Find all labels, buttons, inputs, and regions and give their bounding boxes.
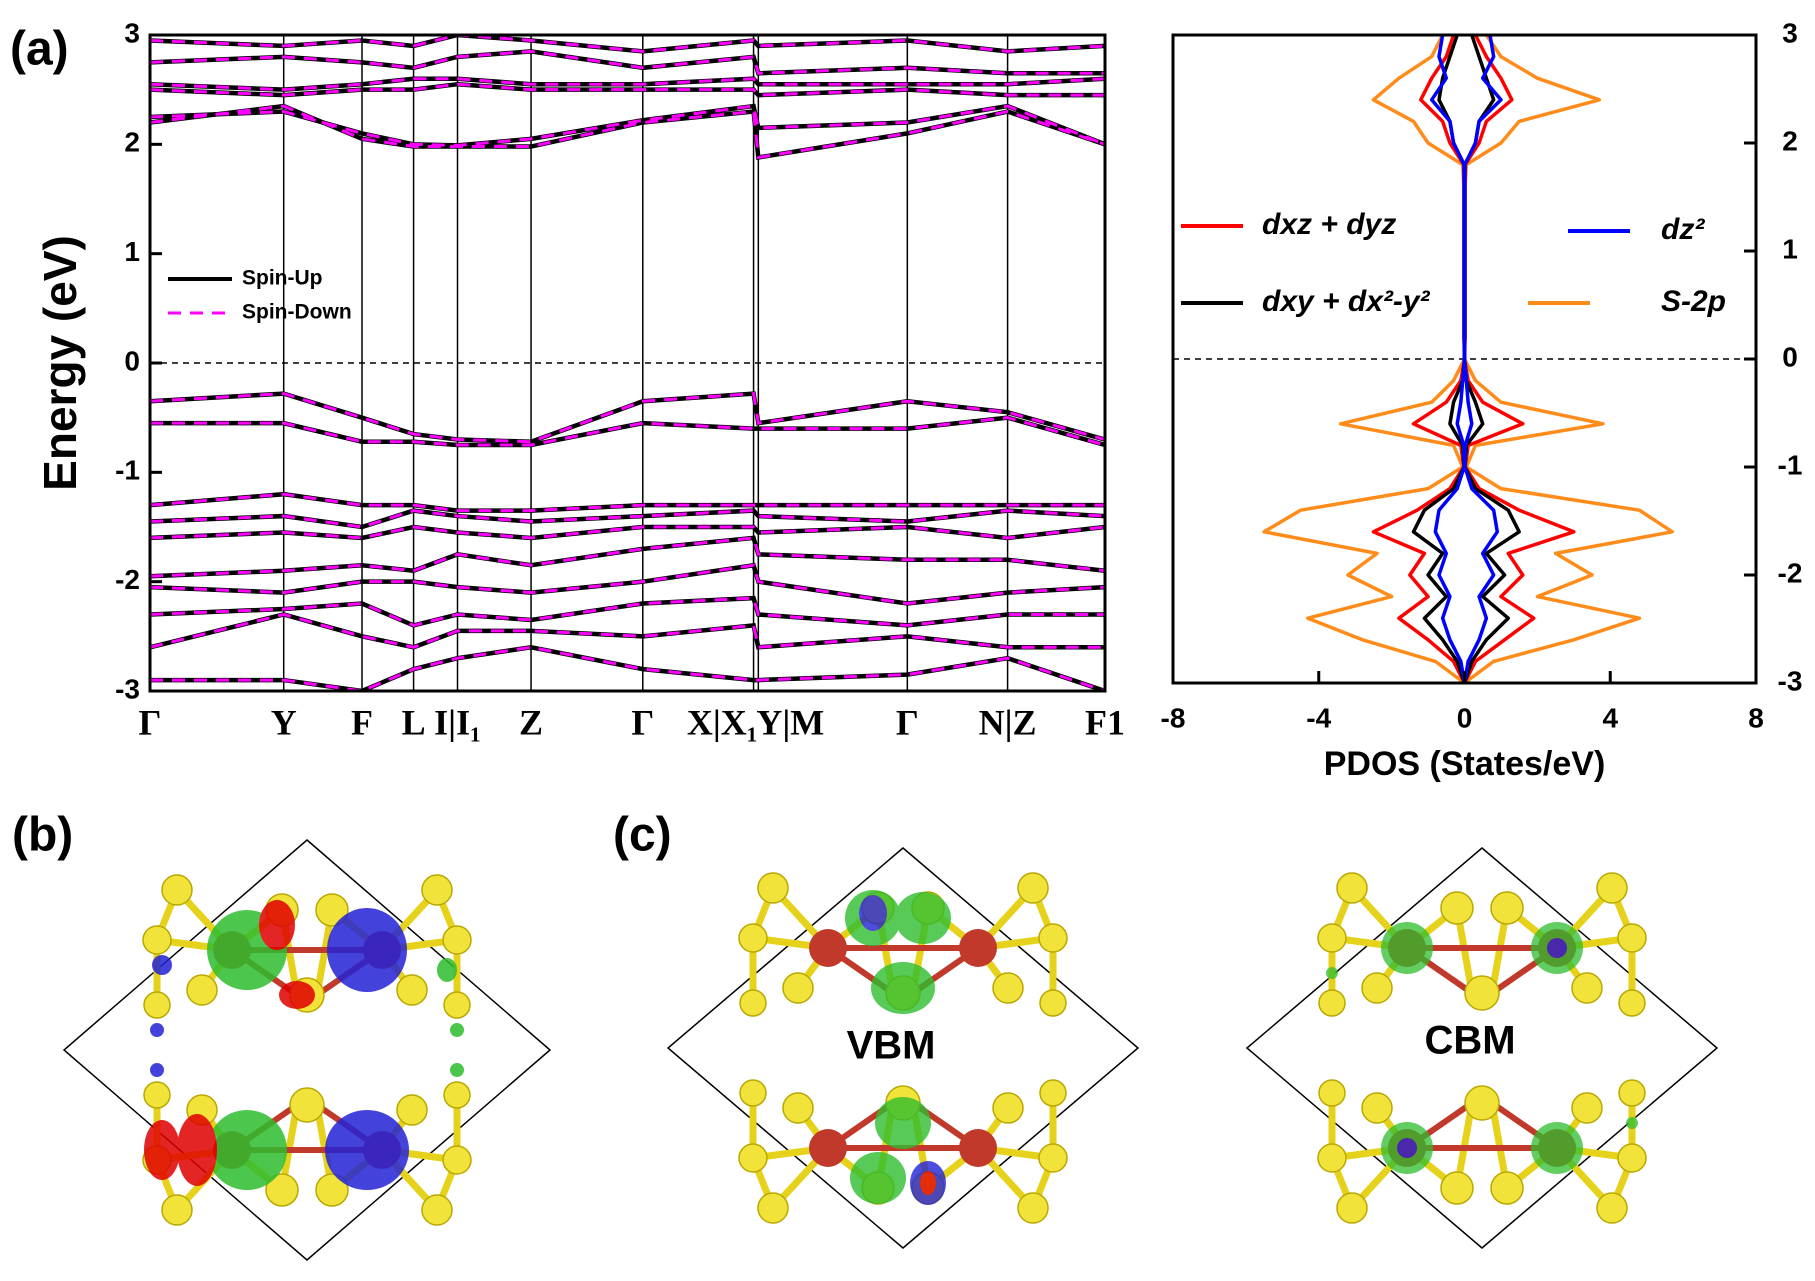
- panel-label: (a): [10, 23, 69, 76]
- isosurface: [845, 890, 951, 1205]
- y-tick-label: 1: [1782, 233, 1798, 264]
- y-tick-label: -3: [115, 673, 140, 704]
- band: [150, 49, 1105, 76]
- y-tick-label: -1: [1778, 449, 1803, 480]
- x-tick-label: F: [351, 702, 373, 742]
- band: [150, 536, 1105, 578]
- band: [150, 645, 1105, 691]
- x-tick-label: -4: [1306, 702, 1331, 733]
- x-tick-label: I|I₁: [434, 702, 481, 742]
- band: [150, 391, 1105, 444]
- legend-label: Spin-Up: [242, 267, 322, 290]
- y-tick-label: -3: [1778, 665, 1803, 696]
- x-tick-label: 4: [1602, 702, 1618, 733]
- band: [150, 104, 1105, 147]
- x-tick-label: Γ: [139, 702, 162, 742]
- band: [150, 35, 1105, 53]
- band: [150, 35, 1105, 54]
- band: [150, 49, 1105, 75]
- state-label: CBM: [1424, 1019, 1515, 1063]
- state-label: VBM: [847, 1024, 936, 1068]
- band: [150, 612, 1105, 649]
- panel-label: (c): [613, 809, 672, 862]
- unit-cell: [62, 839, 552, 1261]
- y-tick-label: -2: [1778, 557, 1803, 588]
- band: [150, 644, 1105, 691]
- legend-label: dxz + dyz: [1262, 208, 1396, 241]
- isosurface: [144, 900, 464, 1190]
- isosurface: [1326, 922, 1638, 1174]
- x-tick-label: 8: [1748, 702, 1764, 733]
- pdos-curve: [1429, 34, 1467, 684]
- band: [150, 492, 1105, 513]
- legend-label: S-2p: [1661, 285, 1726, 318]
- band: [150, 596, 1105, 627]
- unit-cell: [666, 847, 1140, 1249]
- x-tick-label: 0: [1457, 702, 1473, 733]
- x-axis-label: PDOS (States/eV): [1324, 745, 1606, 783]
- legend-label: Spin-Down: [242, 301, 352, 324]
- x-tick-label: F1: [1085, 702, 1125, 742]
- band: [150, 525, 1105, 540]
- unit-cell: [1245, 847, 1719, 1249]
- band: [150, 416, 1105, 447]
- y-tick-label: 2: [1782, 125, 1798, 156]
- y-tick-label: 3: [1782, 17, 1798, 48]
- y-tick-label: 0: [1782, 341, 1798, 372]
- x-tick-label: X|X₁: [687, 702, 758, 742]
- legend-label: dz²: [1661, 213, 1705, 246]
- band: [150, 392, 1105, 444]
- x-tick-label: -8: [1161, 702, 1186, 733]
- y-axis-label: Energy (eV): [34, 235, 86, 491]
- band: [150, 77, 1105, 92]
- panel-label: (b): [12, 809, 73, 862]
- y-tick-label: -1: [115, 455, 140, 486]
- charge-density-b: [62, 839, 552, 1261]
- x-tick-label: Y|M: [756, 702, 824, 742]
- y-tick-label: 1: [124, 236, 140, 267]
- charge-density-vbm: VBM: [666, 847, 1140, 1249]
- legend-label: dxy + dx²-y²: [1262, 285, 1431, 318]
- band: [150, 595, 1105, 628]
- x-tick-label: Γ: [631, 702, 654, 742]
- y-tick-label: 0: [124, 345, 140, 376]
- charge-density-cbm: CBM: [1245, 847, 1719, 1249]
- x-tick-label: Y: [271, 702, 297, 742]
- y-tick-label: 2: [124, 127, 140, 158]
- x-tick-label: L: [402, 702, 426, 742]
- band: [150, 563, 1105, 606]
- y-tick-label: 3: [124, 17, 140, 48]
- x-tick-label: Γ: [896, 702, 919, 742]
- y-tick-label: -2: [115, 564, 140, 595]
- x-tick-label: N|Z: [979, 702, 1037, 742]
- band: [150, 82, 1105, 97]
- x-tick-label: Z: [519, 702, 543, 742]
- band: [150, 104, 1105, 160]
- band: [150, 509, 1105, 529]
